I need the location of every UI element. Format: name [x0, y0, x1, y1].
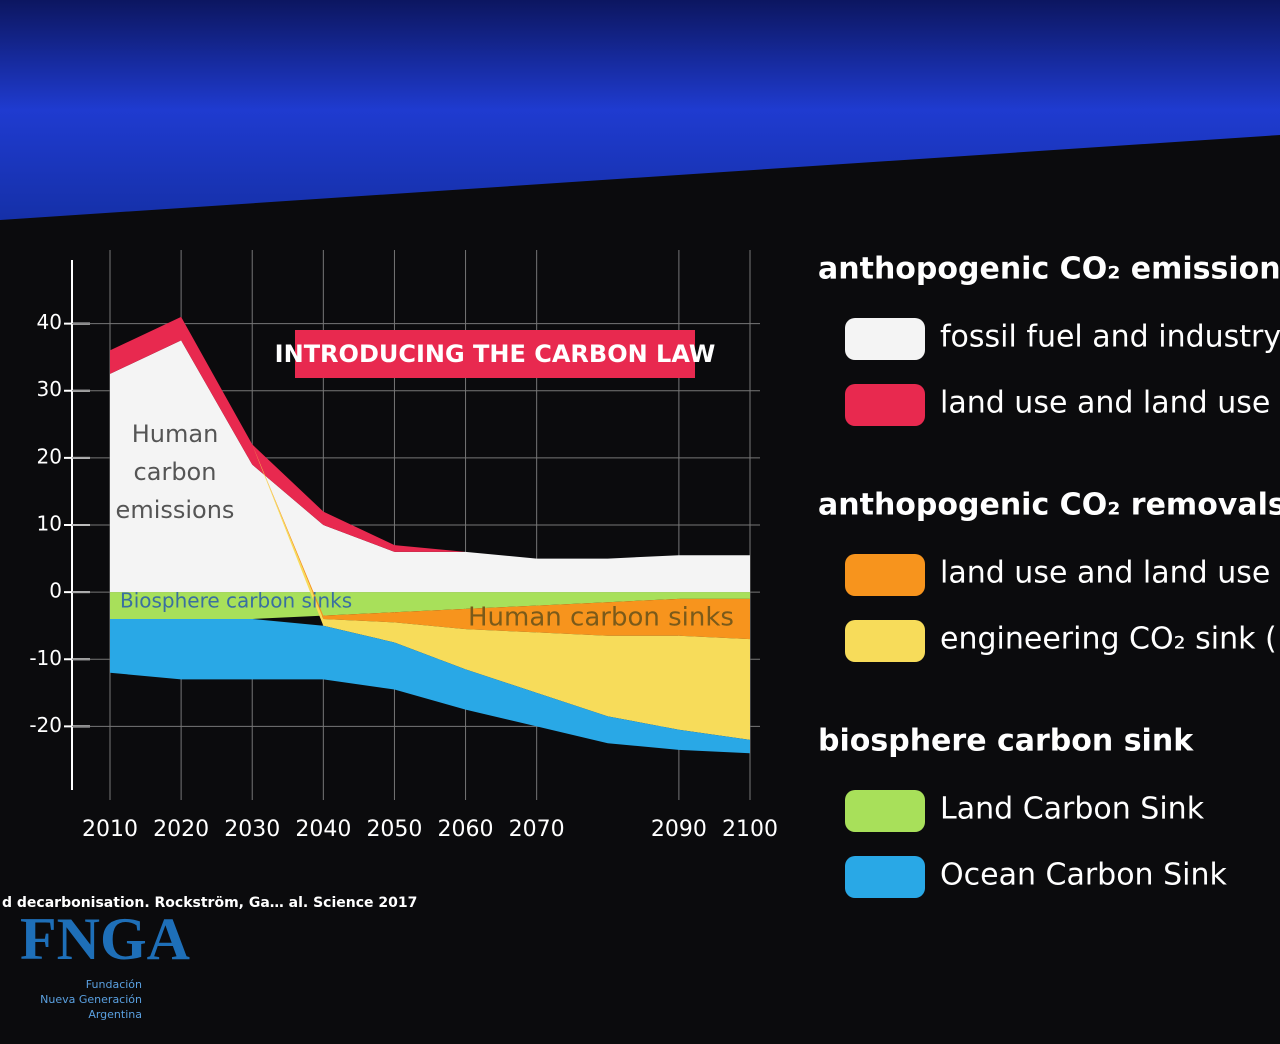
- legend-label: Land Carbon Sink: [940, 792, 1205, 827]
- legend: anthopogenic CO₂ emissions fossil fuel an…: [818, 252, 1280, 898]
- legend-group-title: anthopogenic CO₂ emissions: [818, 252, 1280, 287]
- y-tick-label: 40: [37, 310, 62, 334]
- legend-group-title: biosphere carbon sink: [818, 724, 1194, 759]
- annotation: Biosphere carbon sinks: [120, 589, 352, 613]
- annotation: Human carbon sinks: [468, 603, 734, 633]
- legend-label: land use and land use: [940, 386, 1270, 421]
- y-tick-label: 30: [37, 377, 62, 401]
- logo-text: Argentina: [88, 1008, 142, 1021]
- legend-label: Ocean Carbon Sink: [940, 858, 1228, 893]
- x-tick-label: 2020: [153, 817, 209, 842]
- y-tick-label: 0: [49, 579, 62, 603]
- x-tick-label: 2060: [438, 817, 494, 842]
- area: [110, 340, 750, 593]
- x-tick-label: 2030: [224, 817, 280, 842]
- x-tick-label: 2040: [295, 817, 351, 842]
- x-tick-label: 2090: [651, 817, 707, 842]
- legend-swatch: [845, 384, 925, 426]
- legend-label: engineering CO₂ sink (: [940, 622, 1277, 657]
- annotation-group: Human carbon emissions: [116, 420, 235, 524]
- y-tick-label: 20: [37, 444, 62, 468]
- x-tick-label: 2050: [366, 817, 422, 842]
- legend-swatch: [845, 318, 925, 360]
- area: [110, 316, 750, 640]
- x-tick-label: 2070: [509, 817, 565, 842]
- area: [110, 592, 750, 619]
- x-tick-label: 2010: [82, 817, 138, 842]
- logo-mark: FNGA: [20, 906, 190, 972]
- annotation: Human carbon emissions: [116, 420, 235, 524]
- legend-label: fossil fuel and industry: [940, 320, 1280, 355]
- y-tick-label: -20: [29, 713, 62, 737]
- source: d decarbonisation. Rockström, Ga… al. Sc…: [2, 895, 417, 911]
- chart-title: INTRODUCING THE CARBON LAW: [275, 340, 716, 368]
- legend-swatch: [845, 790, 925, 832]
- legend-label: land use and land use: [940, 556, 1270, 591]
- legend-swatch: [845, 554, 925, 596]
- legend-swatch: [845, 856, 925, 898]
- legend-group-title: anthopogenic CO₂ removals: [818, 488, 1280, 523]
- area: [110, 316, 750, 740]
- logo-text: Nueva Generación: [40, 993, 142, 1006]
- logo-text: Fundación: [86, 978, 142, 991]
- x-tick-label: 2100: [722, 817, 778, 842]
- area: [110, 619, 750, 754]
- title-box: [295, 330, 695, 378]
- stage-ceiling: [0, 0, 1280, 220]
- area: [110, 316, 750, 559]
- y-tick-label: 10: [37, 512, 62, 536]
- legend-swatch: [845, 620, 925, 662]
- y-tick-label: -10: [29, 646, 62, 670]
